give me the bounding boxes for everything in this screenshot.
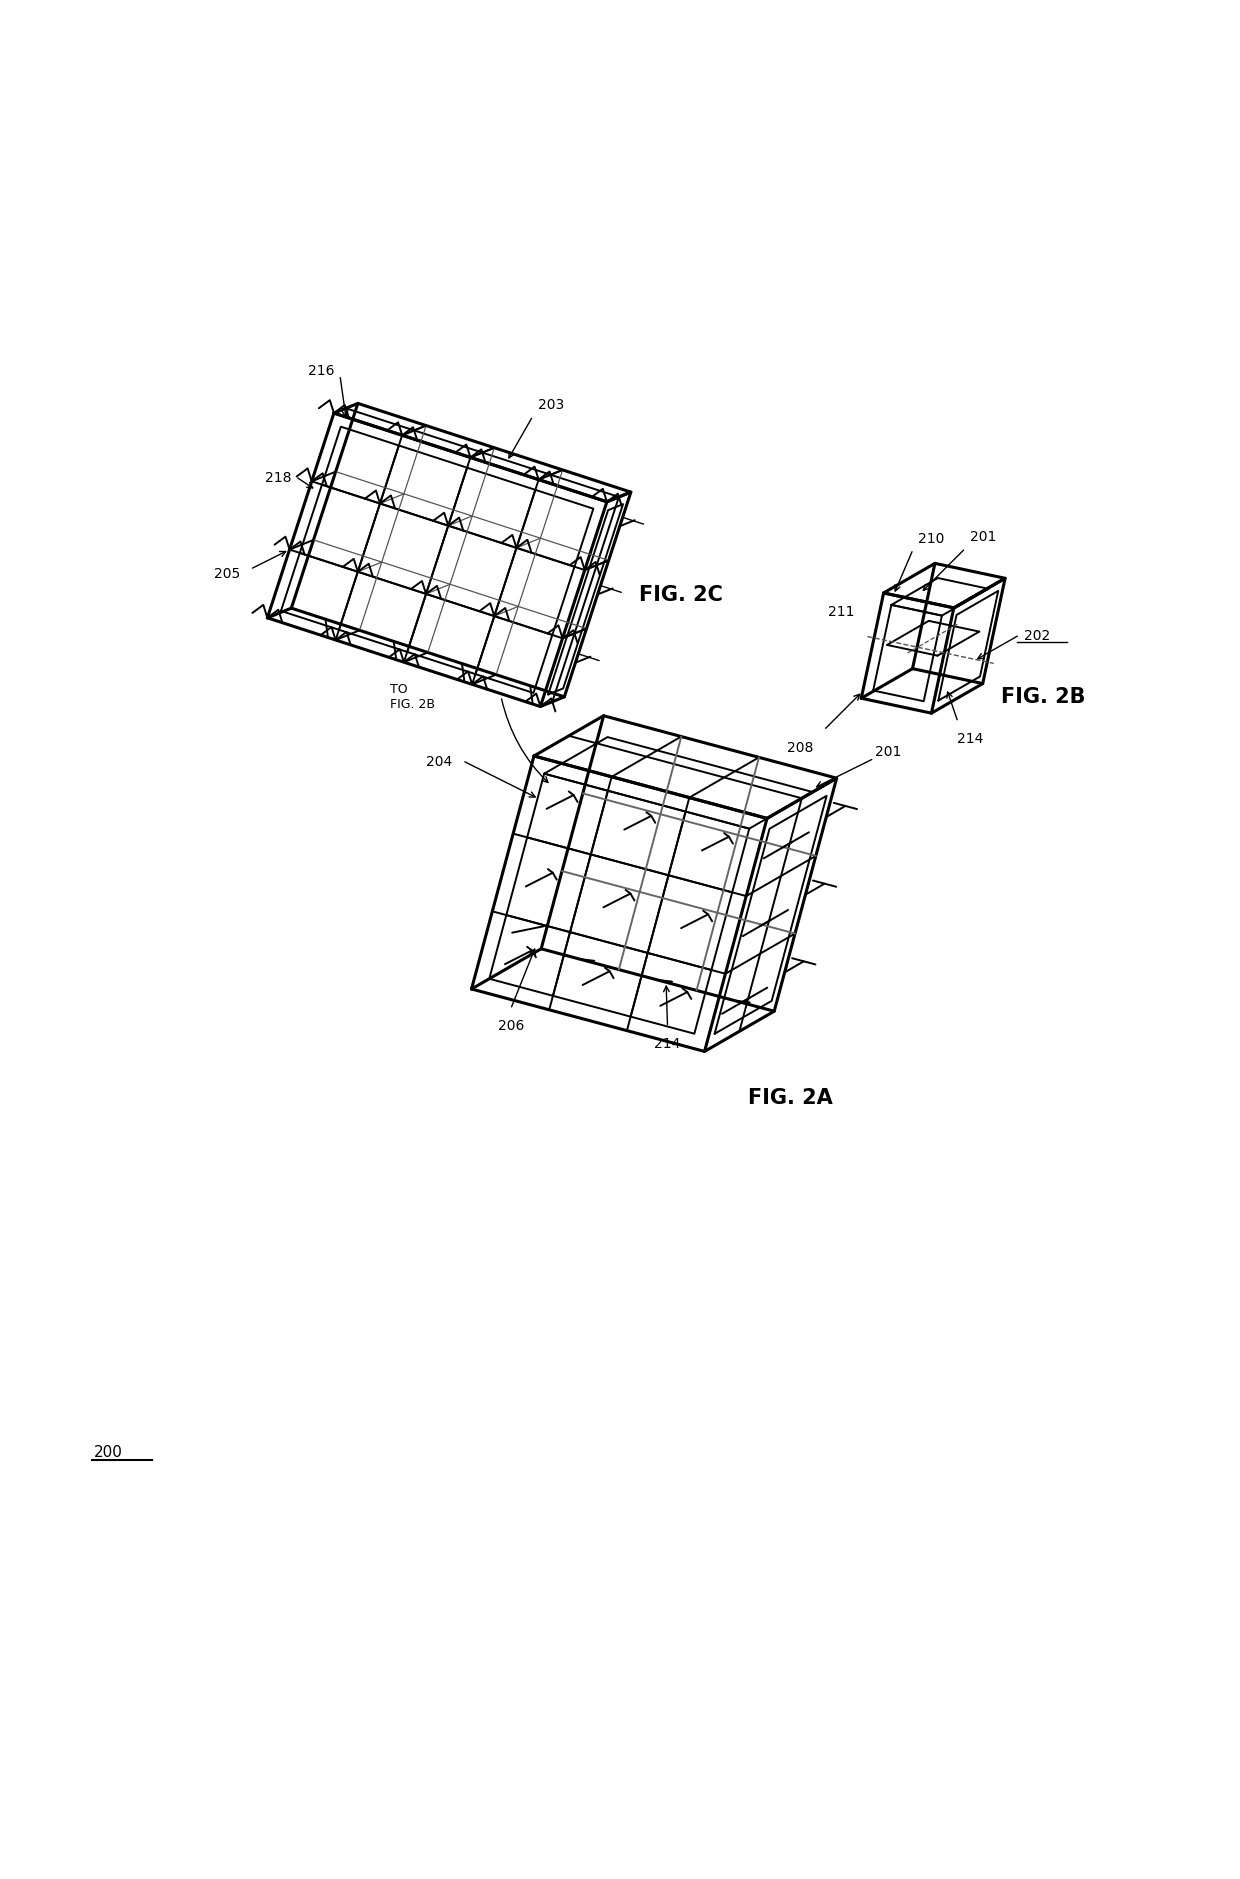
Text: 216: 216: [308, 365, 334, 378]
Text: 205: 205: [213, 567, 241, 581]
Text: 210: 210: [918, 532, 945, 545]
Text: 211: 211: [828, 605, 856, 618]
Text: 214: 214: [655, 1037, 681, 1050]
Text: 204: 204: [427, 755, 453, 769]
Text: 200: 200: [94, 1445, 123, 1460]
Text: 201: 201: [817, 744, 901, 787]
Text: 206: 206: [498, 1018, 525, 1033]
Text: 201: 201: [970, 530, 996, 543]
Text: FIG. 2C: FIG. 2C: [639, 584, 723, 605]
Text: 214: 214: [957, 733, 983, 746]
Text: 202: 202: [1023, 629, 1050, 643]
Text: TO
FIG. 2B: TO FIG. 2B: [391, 684, 435, 712]
Text: 203: 203: [538, 398, 564, 412]
Text: 218: 218: [265, 472, 291, 485]
Text: 208: 208: [787, 740, 813, 755]
Text: FIG. 2A: FIG. 2A: [748, 1088, 833, 1109]
Text: FIG. 2B: FIG. 2B: [1002, 688, 1086, 707]
